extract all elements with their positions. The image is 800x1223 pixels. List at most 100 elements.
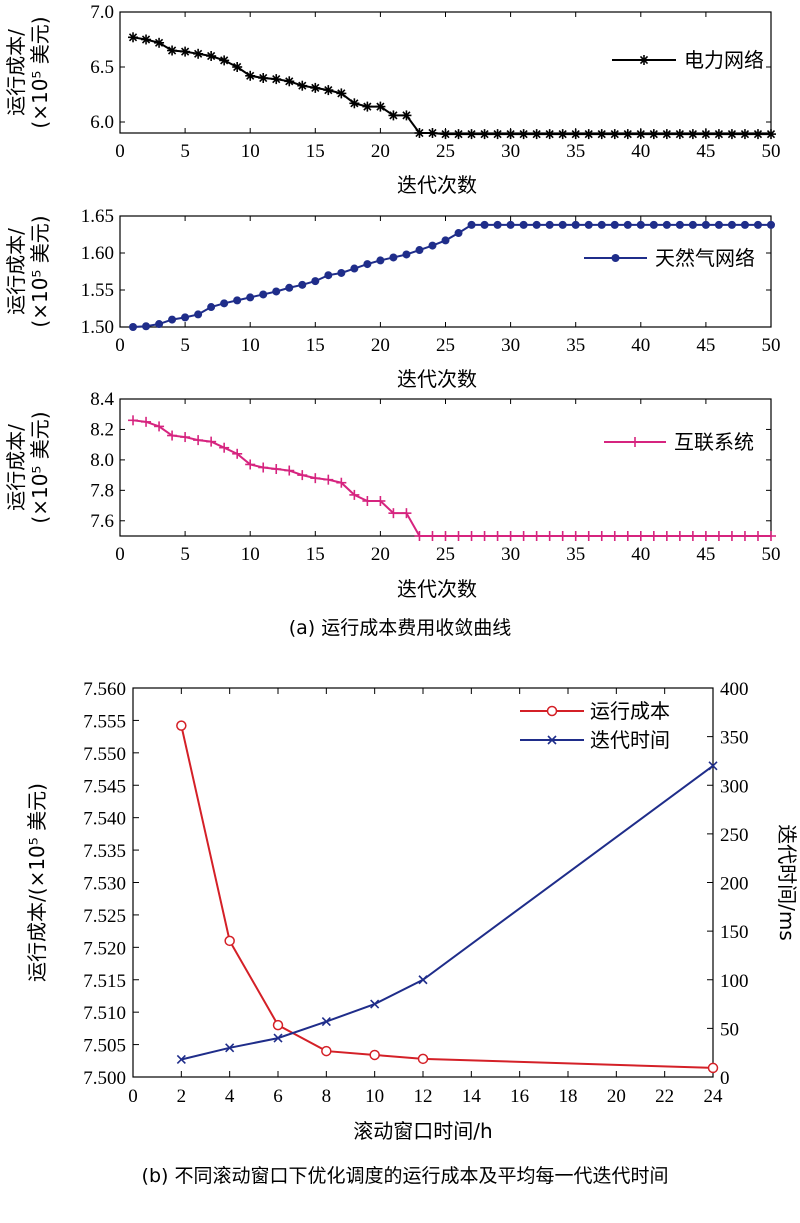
x-tick-label: 40 bbox=[631, 335, 650, 356]
y-axis-label-line2: (×10⁵ 美元) bbox=[28, 16, 52, 128]
data-point bbox=[284, 76, 295, 87]
data-point bbox=[583, 531, 594, 541]
x-tick-label: 10 bbox=[241, 141, 260, 162]
x-tick-label: 8 bbox=[322, 1086, 332, 1107]
y2-tick-label: 250 bbox=[720, 825, 749, 846]
y-tick-label: 7.6 bbox=[90, 511, 114, 532]
y2-tick-label: 350 bbox=[720, 728, 749, 749]
data-point bbox=[506, 220, 515, 229]
legend-marker bbox=[546, 705, 558, 717]
data-point bbox=[440, 129, 451, 140]
data-point bbox=[336, 88, 347, 99]
data-point bbox=[518, 531, 529, 541]
y-tick-label: 7.8 bbox=[90, 480, 114, 501]
data-point bbox=[167, 45, 178, 56]
data-point bbox=[453, 129, 464, 140]
y-tick-label: 8.4 bbox=[90, 389, 114, 410]
data-point bbox=[376, 256, 385, 265]
y-axis-label-line2: (×10⁵ 美元) bbox=[28, 411, 52, 523]
data-point bbox=[700, 129, 711, 140]
y-tick-label: 7.560 bbox=[83, 679, 126, 700]
data-point bbox=[181, 313, 190, 322]
data-point bbox=[636, 220, 645, 229]
data-point bbox=[726, 129, 737, 140]
y-axis-label-line1: 运行成本/ bbox=[4, 424, 28, 511]
data-point bbox=[713, 129, 724, 140]
x-tick-label: 20 bbox=[607, 1086, 626, 1107]
x-tick-label: 40 bbox=[631, 544, 650, 565]
x-tick-label: 45 bbox=[696, 544, 715, 565]
x-tick-label: 30 bbox=[501, 335, 520, 356]
data-point bbox=[311, 277, 320, 286]
legend-marker bbox=[630, 437, 640, 447]
data-point bbox=[648, 129, 659, 140]
y-axis-label: 运行成本/(×10⁵ 美元) bbox=[25, 783, 49, 982]
data-point bbox=[596, 129, 607, 140]
y2-tick-label: 200 bbox=[720, 874, 749, 895]
data-point bbox=[154, 37, 165, 48]
x-tick-label: 5 bbox=[180, 544, 190, 565]
data-point bbox=[492, 129, 503, 140]
data-point bbox=[466, 129, 477, 140]
data-point bbox=[219, 55, 230, 66]
y-tick-label: 7.505 bbox=[83, 1036, 126, 1057]
x-tick-label: 20 bbox=[371, 335, 390, 356]
data-point bbox=[727, 220, 736, 229]
y-tick-label: 7.500 bbox=[83, 1068, 126, 1089]
legend-label: 天然气网络 bbox=[655, 246, 755, 270]
data-point bbox=[206, 436, 217, 447]
data-point bbox=[141, 34, 152, 45]
data-point bbox=[350, 264, 359, 273]
data-point bbox=[518, 129, 529, 140]
legend-label: 互联系统 bbox=[674, 430, 754, 454]
data-point bbox=[375, 101, 386, 112]
data-point bbox=[297, 80, 308, 91]
x-tick-label: 20 bbox=[371, 141, 390, 162]
data-point bbox=[193, 435, 204, 446]
x-tick-label: 16 bbox=[510, 1086, 529, 1107]
data-point bbox=[324, 271, 333, 280]
data-point bbox=[321, 1017, 331, 1027]
series-line bbox=[180, 725, 714, 1069]
y-tick-label: 7.520 bbox=[83, 938, 126, 959]
data-point bbox=[273, 1033, 283, 1043]
data-point bbox=[232, 62, 243, 72]
data-point bbox=[207, 303, 216, 312]
data-point bbox=[180, 46, 191, 57]
data-point bbox=[128, 415, 139, 426]
data-point bbox=[635, 129, 646, 140]
y2-tick-label: 300 bbox=[720, 776, 749, 797]
data-point bbox=[271, 464, 282, 475]
chart-rolling-window: 0 2 4 6 8 10 12 14 16 18 20 22 247.5007.5057.5107.51… bbox=[25, 679, 799, 1143]
data-point bbox=[245, 459, 256, 470]
data-point bbox=[232, 448, 243, 459]
y-tick-label: 6.0 bbox=[90, 112, 114, 133]
x-tick-label: 25 bbox=[436, 335, 455, 356]
data-point bbox=[519, 220, 528, 229]
x-tick-label: 22 bbox=[655, 1086, 674, 1107]
data-point bbox=[610, 220, 619, 229]
chart-interconnected-system: 0 5 10 15 20 25 30 35 40 45 50 7.6 7.8 8.0 8.2 8.4 迭代次数 运… bbox=[4, 389, 781, 601]
data-point bbox=[245, 70, 256, 81]
data-point bbox=[310, 473, 321, 484]
data-point bbox=[453, 531, 464, 541]
x-tick-label: 10 bbox=[365, 1086, 384, 1107]
y-tick-label: 6.5 bbox=[90, 57, 114, 78]
x-tick-label: 0 bbox=[115, 141, 125, 162]
data-point bbox=[155, 320, 164, 329]
x-tick-label: 15 bbox=[306, 544, 325, 565]
x-tick-label: 24 bbox=[704, 1086, 724, 1107]
data-point bbox=[370, 999, 380, 1009]
x-axis-label: 迭代次数 bbox=[397, 173, 477, 197]
data-point bbox=[648, 531, 659, 541]
data-point bbox=[375, 495, 386, 506]
data-point bbox=[739, 531, 750, 541]
legend-label: 电力网络 bbox=[684, 48, 764, 72]
data-point bbox=[220, 299, 229, 308]
data-point bbox=[176, 1054, 186, 1065]
data-point bbox=[609, 531, 620, 541]
x-tick-label: 6 bbox=[273, 1086, 283, 1107]
y2-tick-label: 400 bbox=[720, 679, 749, 700]
data-point bbox=[129, 323, 138, 331]
data-point bbox=[427, 531, 438, 541]
